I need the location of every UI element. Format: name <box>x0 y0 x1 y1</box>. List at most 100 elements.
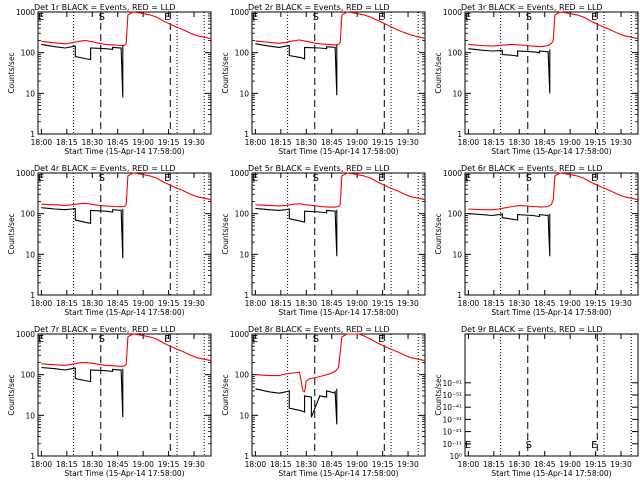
y-tick-label: 10⁰ <box>449 452 462 461</box>
lld-series-line <box>255 172 426 208</box>
x-tick-label: 19:00 <box>559 299 581 308</box>
y-tick-label: 1 <box>244 291 249 300</box>
end-marker-label: E <box>378 334 384 345</box>
x-tick-label: 19:00 <box>132 460 154 469</box>
end-marker-label: E <box>591 12 597 23</box>
y-tick-label: 1 <box>30 130 35 139</box>
start-marker-label: S <box>99 12 105 23</box>
lld-series-line <box>41 333 212 367</box>
panel-title: Det 4r BLACK = Events, RED = LLD <box>34 164 176 173</box>
plot-frame <box>251 172 426 296</box>
y-tick-label: 10⁻⁴¹ <box>442 403 462 412</box>
lld-series-line <box>41 172 212 208</box>
panel-title: Det 6r BLACK = Events, RED = LLD <box>461 164 603 173</box>
x-tick-label: 19:30 <box>183 460 205 469</box>
y-tick-label: 1000 <box>230 330 249 339</box>
lld-series-line <box>468 11 639 48</box>
x-tick-label: 18:45 <box>321 460 343 469</box>
x-tick-label: 19:30 <box>610 138 632 147</box>
start-marker-label: S <box>99 173 105 184</box>
x-tick-label: 18:30 <box>508 460 530 469</box>
left-edge-marker-label: E <box>252 173 258 184</box>
panel-title: Det 3r BLACK = Events, RED = LLD <box>461 3 603 12</box>
panel-title: Det 7r BLACK = Events, RED = LLD <box>34 325 176 334</box>
end-marker-label: E <box>378 173 384 184</box>
x-tick-label: 19:00 <box>346 138 368 147</box>
y-tick-label: 10⁻³¹ <box>442 415 462 424</box>
x-axis-label: Start Time (15-Apr-14 17:58:00) <box>278 469 398 478</box>
x-tick-label: 19:30 <box>397 138 419 147</box>
x-tick-label: 18:00 <box>458 299 480 308</box>
start-marker-label: S <box>526 173 532 184</box>
y-tick-label: 10 <box>25 250 35 259</box>
x-tick-label: 19:00 <box>132 299 154 308</box>
y-tick-label: 100 <box>21 49 36 58</box>
x-tick-label: 18:00 <box>31 460 53 469</box>
plot-frame <box>37 172 212 296</box>
panel-title: Det 8r BLACK = Events, RED = LLD <box>248 325 390 334</box>
start-marker-label: S <box>526 12 532 23</box>
x-tick-label: 19:15 <box>585 299 607 308</box>
y-axis-label: Counts/sec <box>7 52 16 93</box>
end-marker-label: E <box>378 12 384 23</box>
x-tick-label: 18:30 <box>295 138 317 147</box>
x-tick-label: 18:45 <box>321 299 343 308</box>
lld-series-line <box>255 11 426 46</box>
panel-det-6: Det 6r BLACK = Events, RED = LLD 18:00 18:… <box>434 164 639 317</box>
panel-det-8: Det 8r BLACK = Events, RED = LLD 18:00 18:… <box>221 325 426 478</box>
y-tick-label: 100 <box>448 210 463 219</box>
plot-frame <box>251 333 426 457</box>
y-tick-label: 10 <box>239 250 249 259</box>
y-tick-label: 10 <box>452 89 462 98</box>
y-tick-label: 1 <box>244 130 249 139</box>
plot-frame <box>464 11 639 135</box>
x-tick-label: 18:15 <box>270 299 292 308</box>
events-series-line <box>468 212 551 257</box>
x-tick-label: 18:15 <box>483 299 505 308</box>
y-tick-label: 10 <box>239 411 249 420</box>
x-tick-label: 19:15 <box>158 138 180 147</box>
x-tick-label: 19:00 <box>132 138 154 147</box>
end-marker-label: E <box>591 440 597 451</box>
end-marker-label: E <box>164 12 170 23</box>
events-series-line <box>255 43 338 96</box>
y-tick-label: 100 <box>235 371 250 380</box>
plot-frame <box>464 333 639 457</box>
events-series-line <box>468 48 551 94</box>
x-tick-label: 19:00 <box>346 299 368 308</box>
plot-frame <box>464 172 639 296</box>
y-tick-label: 10⁻¹¹ <box>442 440 462 449</box>
x-tick-label: 18:30 <box>81 460 103 469</box>
end-marker-label: E <box>164 173 170 184</box>
x-tick-label: 19:00 <box>559 138 581 147</box>
x-tick-label: 19:30 <box>183 138 205 147</box>
start-marker-label: S <box>313 173 319 184</box>
y-tick-label: 1000 <box>16 169 35 178</box>
x-tick-label: 18:15 <box>483 138 505 147</box>
x-tick-label: 18:30 <box>508 138 530 147</box>
left-edge-marker-label: E <box>38 12 44 23</box>
y-axis-label: Counts/sec <box>221 374 230 415</box>
left-edge-marker-label: E <box>252 12 258 23</box>
x-tick-label: 19:15 <box>585 138 607 147</box>
x-tick-label: 18:00 <box>245 460 267 469</box>
x-tick-label: 18:15 <box>56 460 78 469</box>
x-axis-label: Start Time (15-Apr-14 17:58:00) <box>64 147 184 156</box>
x-axis-label: Start Time (15-Apr-14 17:58:00) <box>64 469 184 478</box>
y-tick-label: 100 <box>21 371 36 380</box>
x-tick-label: 18:15 <box>270 138 292 147</box>
plot-frame <box>37 333 212 457</box>
y-tick-label: 1000 <box>16 8 35 17</box>
x-tick-label: 19:00 <box>346 460 368 469</box>
panel-title: Det 9r BLACK = Events, RED = LLD <box>461 325 603 334</box>
y-tick-label: 10⁻⁶¹ <box>442 379 462 388</box>
x-tick-label: 18:00 <box>458 460 480 469</box>
x-tick-label: 19:15 <box>372 138 394 147</box>
panel-det-9: Det 9r BLACK = Events, RED = LLD 18:00 18:… <box>434 325 639 478</box>
y-tick-label: 100 <box>448 49 463 58</box>
x-tick-label: 18:30 <box>295 299 317 308</box>
y-tick-label: 1 <box>457 291 462 300</box>
